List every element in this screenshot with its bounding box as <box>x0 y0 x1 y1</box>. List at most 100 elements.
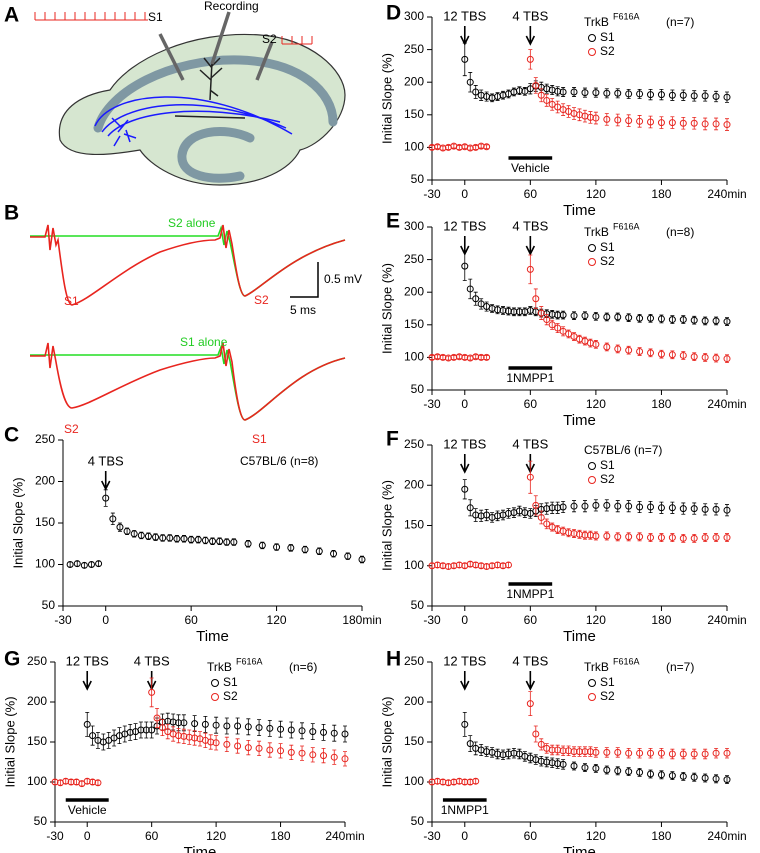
y-tick-label: 50 <box>34 814 48 828</box>
stimulus-train <box>34 12 148 21</box>
error-bar <box>506 562 511 568</box>
error-bar <box>468 735 473 752</box>
data-point <box>515 308 523 316</box>
error-bar <box>446 563 451 570</box>
data-point <box>570 333 578 341</box>
data-point <box>277 725 285 733</box>
data-point <box>191 720 199 728</box>
data-point <box>537 513 545 521</box>
x-tick-label: 120 <box>586 397 606 411</box>
y-tick-label: 100 <box>404 140 424 154</box>
x-tick-label: 0 <box>461 397 468 411</box>
error-bar <box>528 460 533 494</box>
data-point <box>477 300 485 308</box>
y-tick-label: 50 <box>42 598 56 612</box>
y-tick-label: 250 <box>404 654 424 668</box>
data-point <box>466 78 474 86</box>
x-axis-label: Time <box>184 844 217 853</box>
y-tick-label: 250 <box>404 42 424 56</box>
error-bar <box>300 722 305 740</box>
data-point <box>559 760 567 768</box>
error-bar <box>440 779 445 785</box>
data-point <box>537 309 545 317</box>
data-point <box>194 536 202 544</box>
data-point <box>603 766 611 774</box>
data-point <box>504 561 512 569</box>
data-point <box>153 714 161 722</box>
data-point <box>625 502 633 510</box>
error-bar <box>214 735 219 751</box>
data-point <box>244 723 252 731</box>
error-bar <box>626 114 631 127</box>
data-point <box>543 96 551 104</box>
error-bar <box>670 116 675 129</box>
y-tick-label: 150 <box>404 317 424 331</box>
data-point <box>647 118 655 126</box>
error-bar <box>648 88 653 101</box>
data-point <box>169 718 177 726</box>
x-tick-label: 120 <box>586 187 606 201</box>
data-point <box>723 121 731 129</box>
error-bar <box>430 145 434 150</box>
data-point <box>636 90 644 98</box>
error-bar <box>637 500 642 514</box>
error-bar <box>435 562 440 568</box>
annotation: 4 TBS <box>512 436 548 451</box>
error-bar <box>561 500 566 514</box>
data-point <box>320 728 328 736</box>
data-point <box>647 91 655 99</box>
legend-marker <box>588 258 596 266</box>
error-bar <box>490 562 495 569</box>
error-bar <box>539 510 544 525</box>
x-tick-label: 240min <box>707 397 746 411</box>
error-bar <box>462 562 467 569</box>
error-bar <box>310 747 315 763</box>
data-point <box>690 92 698 100</box>
error-bar <box>462 779 467 785</box>
data-point <box>647 349 655 357</box>
electrode-label: S1 <box>148 10 163 24</box>
error-bar <box>89 561 94 568</box>
annotation: 4 TBS <box>134 653 170 668</box>
data-point <box>679 351 687 359</box>
data-point <box>723 506 731 514</box>
data-point <box>603 343 611 351</box>
data-point <box>83 720 91 728</box>
x-tick-label: -30 <box>423 187 441 201</box>
error-bar <box>332 724 337 742</box>
error-bar <box>246 740 251 756</box>
data-point <box>614 767 622 775</box>
error-bar <box>582 109 587 123</box>
x-tick-label: 60 <box>524 187 538 201</box>
error-bar <box>289 721 294 739</box>
data-point <box>144 532 152 540</box>
legend-title: TrkB <box>207 660 232 674</box>
legend-note: (n=7) <box>666 660 694 674</box>
y-axis-label: Initial Slope (%) <box>2 696 17 787</box>
error-bar <box>484 563 489 570</box>
data-point <box>690 353 698 361</box>
data-point <box>559 88 567 96</box>
data-point <box>137 531 145 539</box>
data-point <box>559 503 567 511</box>
error-bar <box>440 145 445 151</box>
error-bar <box>593 499 598 512</box>
y-axis-label: Initial Slope (%) <box>379 696 394 787</box>
data-point <box>537 91 545 99</box>
error-bar <box>332 749 337 765</box>
data-point <box>701 317 709 325</box>
data-point <box>273 543 281 551</box>
error-bar <box>692 90 697 102</box>
electrode <box>210 11 231 65</box>
x-tick-label: 60 <box>524 829 538 843</box>
error-bar <box>725 91 729 103</box>
data-point <box>123 527 131 535</box>
error-bar <box>714 90 719 103</box>
error-bar <box>203 716 208 733</box>
error-bar <box>528 691 533 716</box>
error-bar <box>473 145 478 150</box>
data-point <box>657 315 665 323</box>
data-point <box>89 778 97 786</box>
peak-label: S2 <box>64 422 79 436</box>
